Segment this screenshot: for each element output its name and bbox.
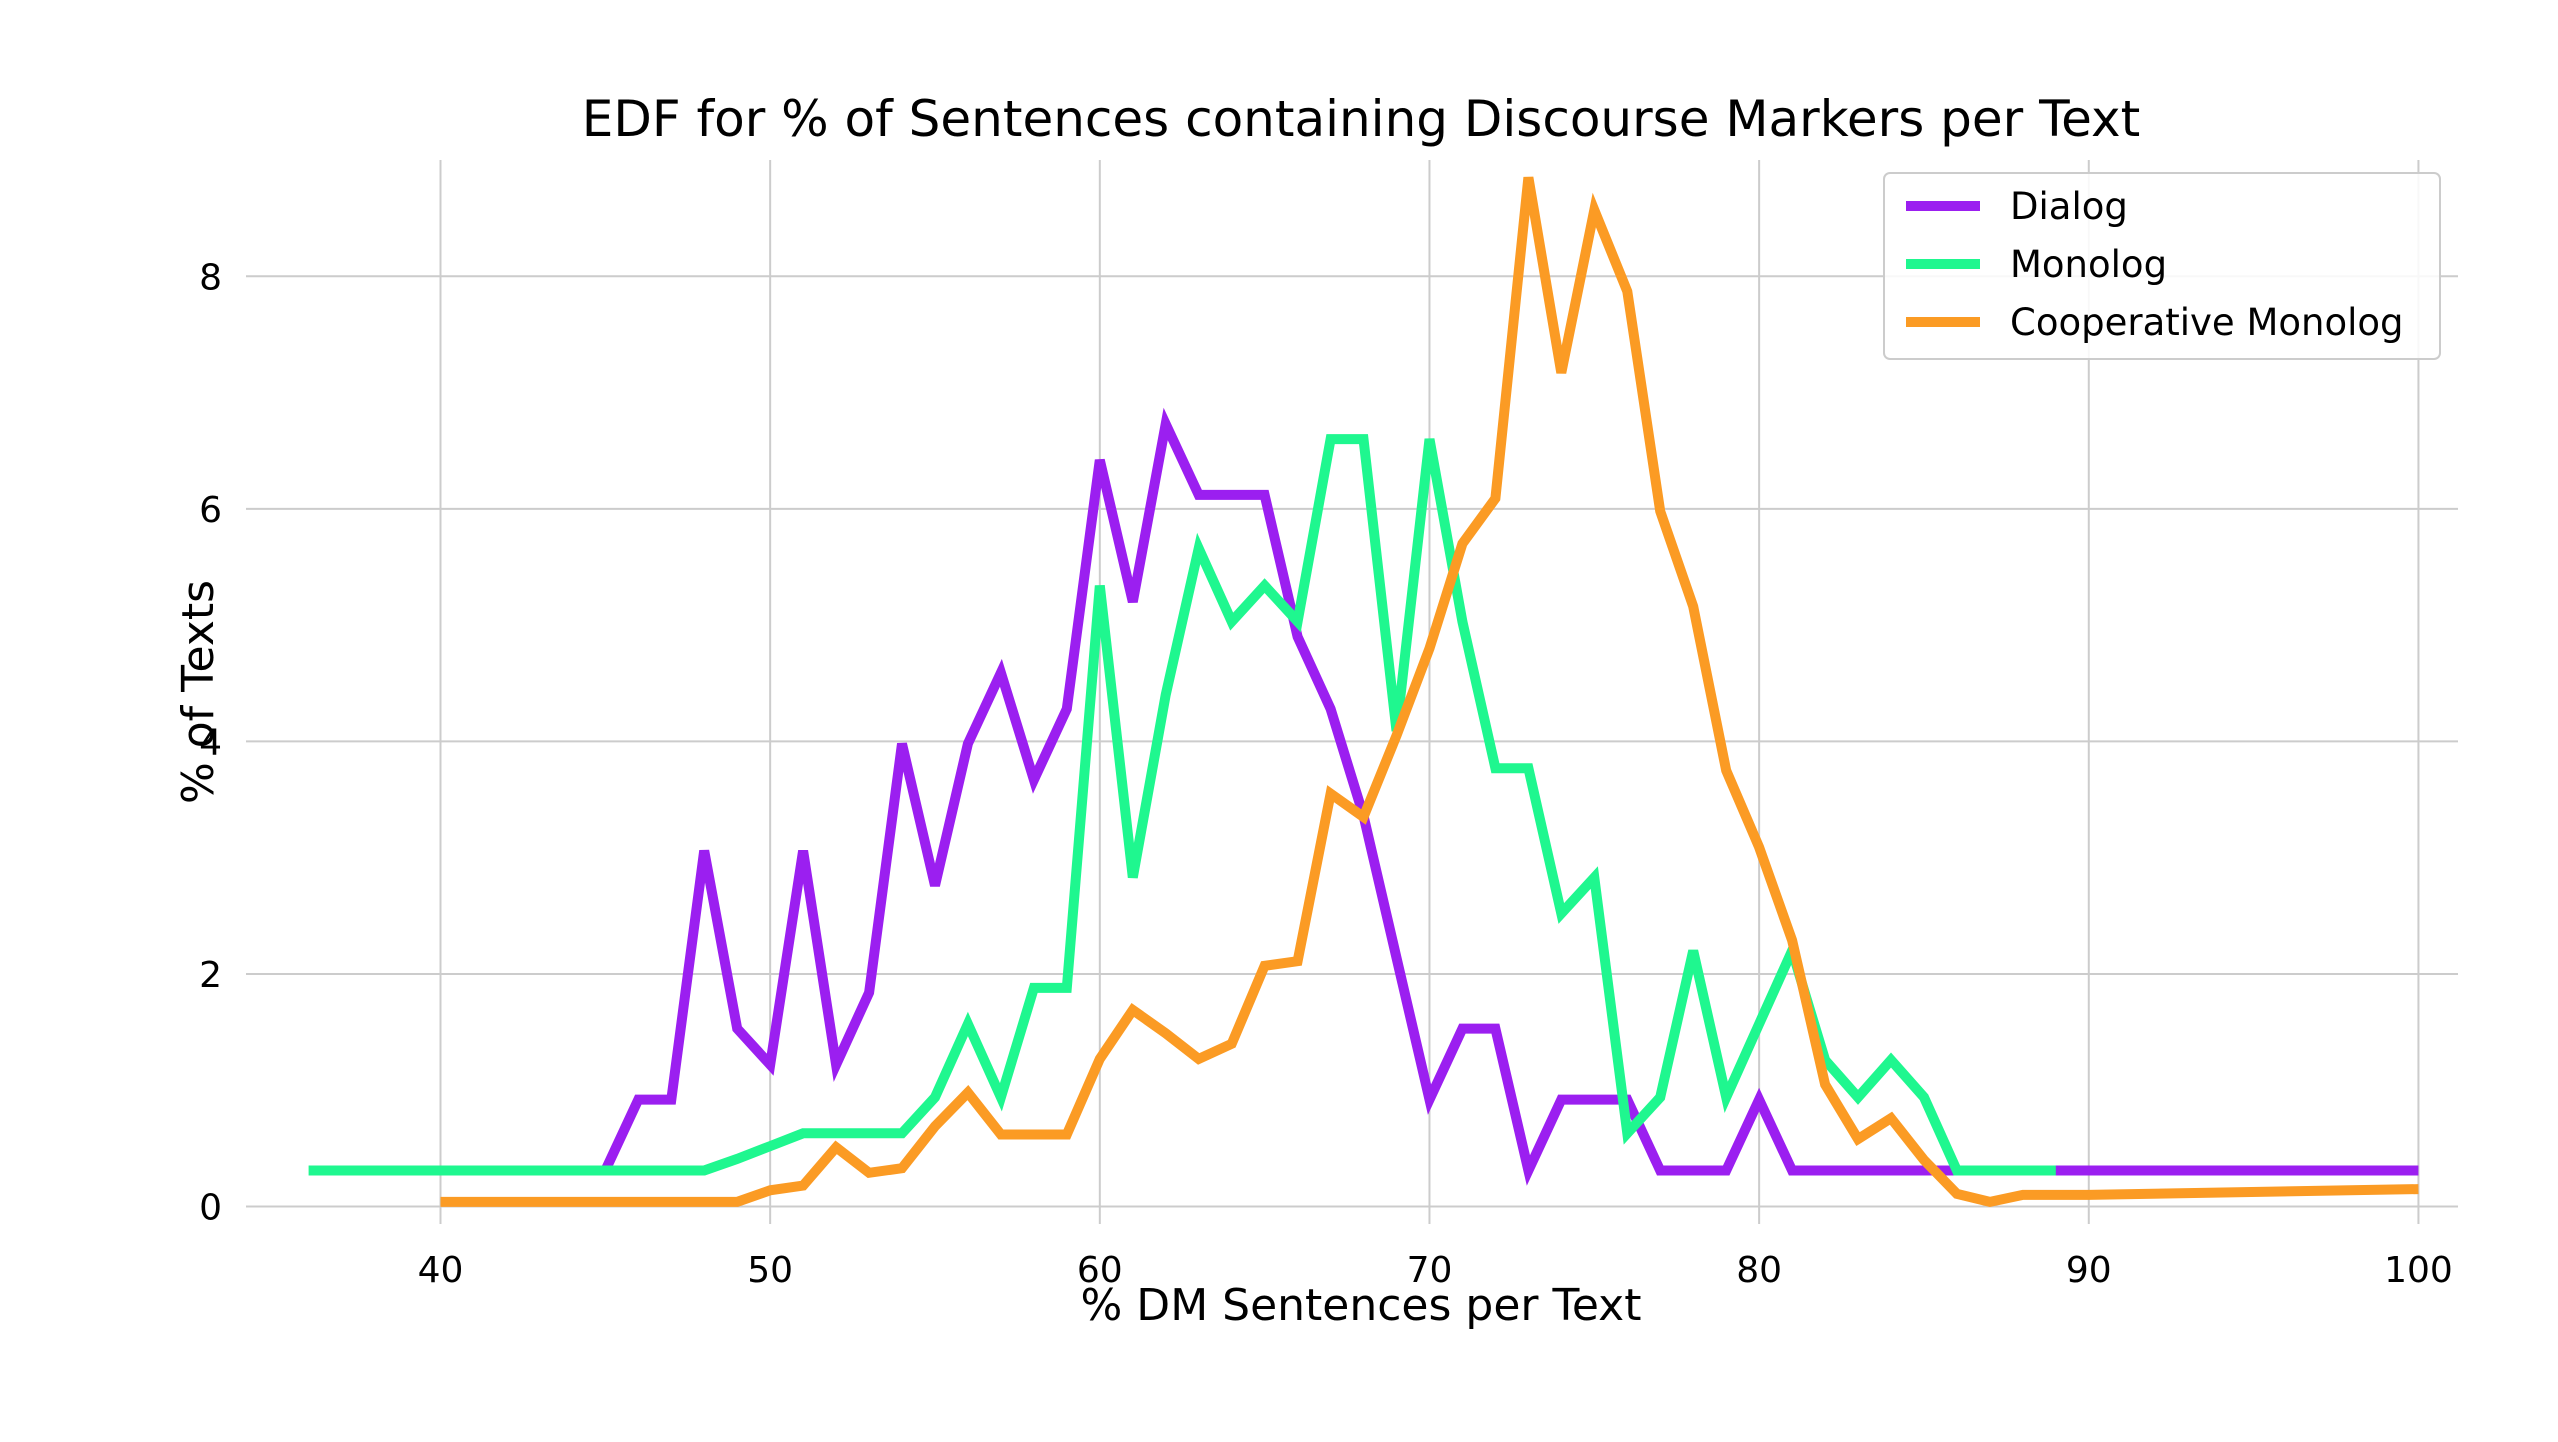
legend-label: Monolog: [2010, 243, 2167, 286]
y-tick-label: 6: [199, 490, 222, 531]
legend-label: Cooperative Monolog: [2010, 301, 2404, 344]
y-tick-label: 4: [199, 722, 222, 763]
axes: 40 50 60 70 80 90 100 0 2 4 6 8: [199, 257, 2453, 1291]
x-tick-label: 90: [2066, 1250, 2112, 1291]
x-tick-label: 60: [1077, 1250, 1123, 1291]
chart-title: EDF for % of Sentences containing Discou…: [582, 90, 2140, 148]
y-tick-label: 8: [199, 257, 222, 298]
x-tick-label: 100: [2384, 1250, 2453, 1291]
series-line: [440, 176, 2419, 1208]
series-line: [440, 407, 2419, 1186]
x-tick-label: 50: [747, 1250, 793, 1291]
legend-box: [1883, 172, 2441, 360]
y-tick-label: 0: [199, 1188, 222, 1229]
x-axis-label: % DM Sentences per Text: [1081, 1280, 1642, 1331]
legend: Dialog Monolog Cooperative Monolog: [1883, 172, 2441, 360]
y-tick-label: 2: [199, 955, 222, 996]
plot-area: [308, 176, 2419, 1208]
y-axis-label: % of Texts: [173, 580, 224, 804]
x-tick-label: 40: [418, 1250, 464, 1291]
x-tick-label: 70: [1407, 1250, 1453, 1291]
x-tick-label: 80: [1736, 1250, 1782, 1291]
legend-label: Dialog: [2010, 185, 2128, 228]
series-line: [308, 434, 2056, 1176]
